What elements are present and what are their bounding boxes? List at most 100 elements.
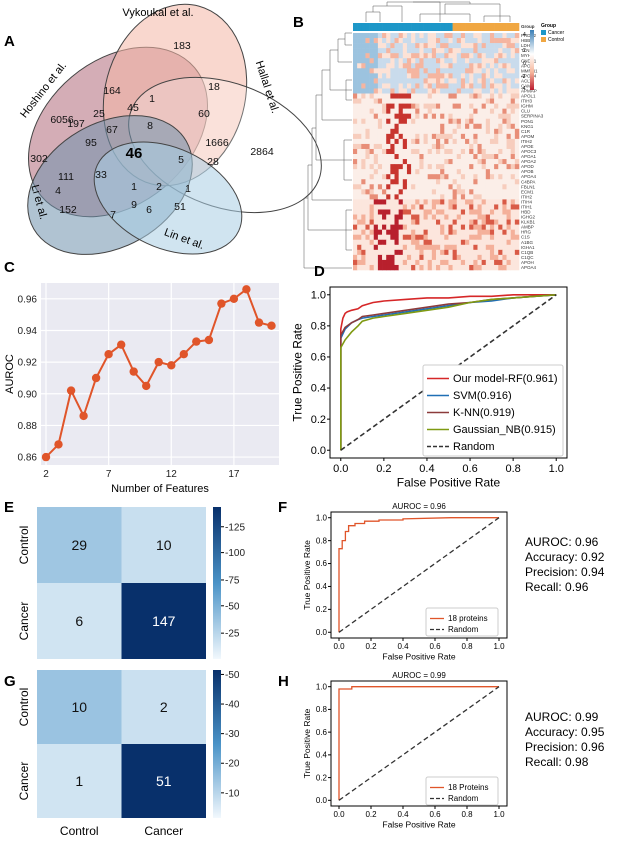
heatmap-cell xyxy=(423,128,428,135)
heatmap-cell xyxy=(440,73,445,79)
data-point xyxy=(229,294,239,303)
heatmap-cell xyxy=(406,93,412,99)
heatmap-cell xyxy=(402,159,408,165)
heatmap-cell xyxy=(465,239,470,246)
heatmap-cell xyxy=(477,154,482,160)
heatmap-cell xyxy=(369,254,375,261)
venn-count: 9 xyxy=(131,199,137,211)
heatmap-cell xyxy=(390,143,395,150)
heatmap-cell xyxy=(402,58,408,64)
heatmap-cell xyxy=(456,138,462,145)
heatmap-cell xyxy=(353,239,358,246)
heatmap-cell xyxy=(506,93,511,99)
heatmap-cell xyxy=(444,184,449,190)
heatmap-cell xyxy=(357,199,362,205)
heatmap-cell xyxy=(377,164,383,170)
heatmap-cell xyxy=(415,108,420,114)
heatmap-cell xyxy=(361,229,366,235)
heatmap-cell xyxy=(373,254,379,261)
heatmap-cell xyxy=(469,108,474,114)
x-axis-label: False Positive Rate xyxy=(382,819,455,829)
heatmap-cell xyxy=(353,103,358,109)
heatmap-cell xyxy=(506,138,511,145)
heatmap-cell xyxy=(440,189,445,195)
heatmap-cell xyxy=(431,98,437,104)
legend-label: SVM(0.916) xyxy=(453,390,512,402)
heatmap-cell xyxy=(377,249,383,256)
heatmap-cell xyxy=(485,98,491,104)
heatmap-cell xyxy=(394,68,399,74)
group-annotation-cell xyxy=(427,23,433,31)
heatmap-cell xyxy=(353,43,358,49)
heatmap-cell xyxy=(427,103,433,109)
heatmap-cell xyxy=(440,239,445,246)
heatmap-cell xyxy=(411,179,416,185)
heatmap-cell xyxy=(456,148,462,155)
plot-frame xyxy=(329,286,568,459)
x-tick-label: 0.8 xyxy=(461,642,473,651)
heatmap-cell xyxy=(406,128,412,135)
heatmap-cell xyxy=(361,118,366,125)
heatmap-cell xyxy=(477,73,482,79)
heatmap-cell xyxy=(440,93,445,99)
heatmap-cell xyxy=(377,224,383,230)
heatmap-cell xyxy=(373,234,379,241)
panel-h-roc-chart: H 0.00.00.20.20.40.40.60.60.80.81.01.0Fa… xyxy=(278,671,605,829)
heatmap-cell xyxy=(373,249,379,256)
heatmap-cell xyxy=(444,103,449,109)
heatmap-cell xyxy=(473,249,478,256)
heatmap-cell xyxy=(382,214,387,220)
heatmap-cell xyxy=(460,204,466,210)
heatmap-cell xyxy=(394,58,399,64)
heatmap-cell xyxy=(510,189,516,195)
heatmap-cell xyxy=(431,113,437,120)
heatmap-cell xyxy=(382,224,387,230)
heatmap-cell xyxy=(477,234,482,241)
y-tick-label: 0.0 xyxy=(316,796,328,805)
heatmap-cell xyxy=(357,98,362,104)
heatmap-cell xyxy=(394,189,399,195)
heatmap-cell xyxy=(365,254,370,261)
column-label: Control xyxy=(60,824,99,838)
heatmap-cell xyxy=(365,128,370,135)
heatmap-cell xyxy=(456,259,462,266)
heatmap-cell xyxy=(394,63,399,69)
heatmap-cell xyxy=(465,88,470,94)
heatmap-cell xyxy=(469,184,474,190)
heatmap-cell xyxy=(444,73,449,79)
y-tick-label: 0.90 xyxy=(18,389,38,400)
heatmap-cell xyxy=(494,148,499,155)
heatmap-cell xyxy=(460,103,466,109)
heatmap-cell xyxy=(369,224,375,230)
heatmap-cell xyxy=(494,164,499,170)
heatmap-cell xyxy=(402,93,408,99)
heatmap-cell xyxy=(502,169,507,175)
heatmap-cell xyxy=(448,214,453,220)
heatmap-cell xyxy=(431,128,437,135)
heatmap-cell xyxy=(353,53,358,59)
heatmap-cell xyxy=(477,239,482,246)
heatmap-cell xyxy=(357,33,362,39)
heatmap-cell xyxy=(452,103,458,109)
heatmap-cell xyxy=(394,133,399,140)
heatmap-cell xyxy=(436,209,441,215)
heatmap-cell xyxy=(494,259,499,266)
heatmap-cell xyxy=(415,53,420,59)
heatmap-cell xyxy=(440,48,445,54)
panel-label-h: H xyxy=(278,673,289,690)
heatmap-cell xyxy=(506,154,511,160)
heatmap-cell xyxy=(481,128,487,135)
heatmap-cell xyxy=(357,239,362,246)
heatmap-cell xyxy=(431,83,437,89)
heatmap-cell xyxy=(465,254,470,261)
heatmap-cell xyxy=(506,33,511,39)
heatmap-cell xyxy=(494,43,499,49)
heatmap-cell xyxy=(398,159,404,165)
heatmap-cell xyxy=(365,219,370,225)
heatmap-cell xyxy=(473,53,478,59)
heatmap-cell xyxy=(402,48,408,54)
heatmap-cell xyxy=(481,234,487,241)
heatmap-cell xyxy=(452,93,458,99)
heatmap-cell xyxy=(390,249,395,256)
heatmap-cell xyxy=(469,214,474,220)
